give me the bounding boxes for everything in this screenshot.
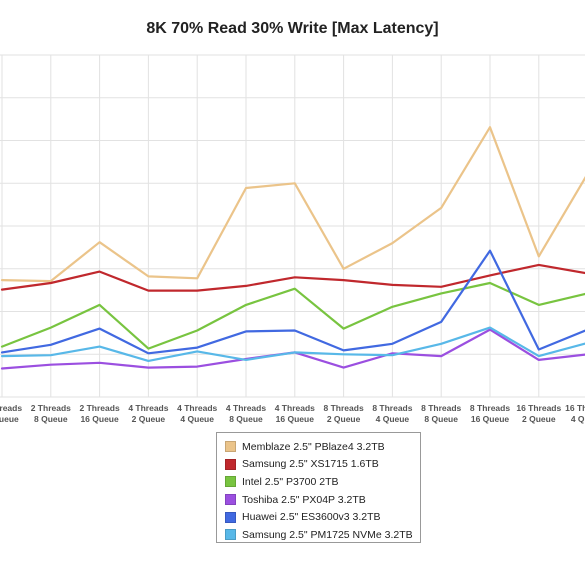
legend-item: Memblaze 2.5" PBlaze4 3.2TB <box>225 438 420 456</box>
series-line-2 <box>0 263 585 292</box>
x-tick-label: 4 Threads 16 Queue <box>275 403 315 424</box>
series-line-6 <box>0 326 585 362</box>
chart-title: 8K 70% Read 30% Write [Max Latency] <box>146 20 439 37</box>
legend-label: Huawei 2.5" ES3600v3 3.2TB <box>242 511 381 524</box>
legend-swatch <box>225 476 236 488</box>
legend-label: Intel 2.5" P3700 2TB <box>242 475 339 488</box>
legend-label: Samsung 2.5" PM1725 NVMe 3.2TB <box>242 528 413 541</box>
x-tick-label: 2 Threads 8 Queue <box>31 403 71 424</box>
legend: Memblaze 2.5" PBlaze4 3.2TB Samsung 2.5" … <box>216 432 421 543</box>
legend-swatch <box>225 511 236 523</box>
x-tick-label: 4 Threads 8 Queue <box>226 403 266 424</box>
x-tick-label: 8 Threads 8 Queue <box>421 403 461 424</box>
legend-label: Samsung 2.5" XS1715 1.6TB <box>242 458 379 471</box>
legend-label: Toshiba 2.5" PX04P 3.2TB <box>242 493 366 506</box>
series-line-1 <box>0 126 585 283</box>
legend-item: Toshiba 2.5" PX04P 3.2TB <box>225 491 420 509</box>
series-lines <box>0 126 585 370</box>
legend-swatch <box>225 441 236 453</box>
legend-item: Intel 2.5" P3700 2TB <box>225 473 420 491</box>
legend-label: Memblaze 2.5" PBlaze4 3.2TB <box>242 440 385 453</box>
x-tick-label: 2 Threads 16 Queue <box>80 403 120 424</box>
grid <box>0 54 585 398</box>
series-line-3 <box>0 281 585 350</box>
legend-item: Samsung 2.5" XS1715 1.6TB <box>225 456 420 474</box>
legend-swatch <box>225 458 236 470</box>
legend-swatch <box>225 529 236 541</box>
legend-swatch <box>225 494 236 506</box>
x-tick-label: 8 Threads 2 Queue <box>324 403 364 424</box>
x-tick-label: 16 Threads 2 Queue <box>516 403 561 424</box>
series-line-5 <box>0 249 585 355</box>
x-tick-label: 4 Threads 4 Queue <box>177 403 217 424</box>
x-tick-label: 4 Threads 2 Queue <box>128 403 168 424</box>
x-tick-label: 8 Threads 4 Queue <box>372 403 412 424</box>
legend-item: Huawei 2.5" ES3600v3 3.2TB <box>225 508 420 526</box>
legend-item: Samsung 2.5" PM1725 NVMe 3.2TB <box>225 526 420 544</box>
x-tick-label: 8 Threads 16 Queue <box>470 403 510 424</box>
